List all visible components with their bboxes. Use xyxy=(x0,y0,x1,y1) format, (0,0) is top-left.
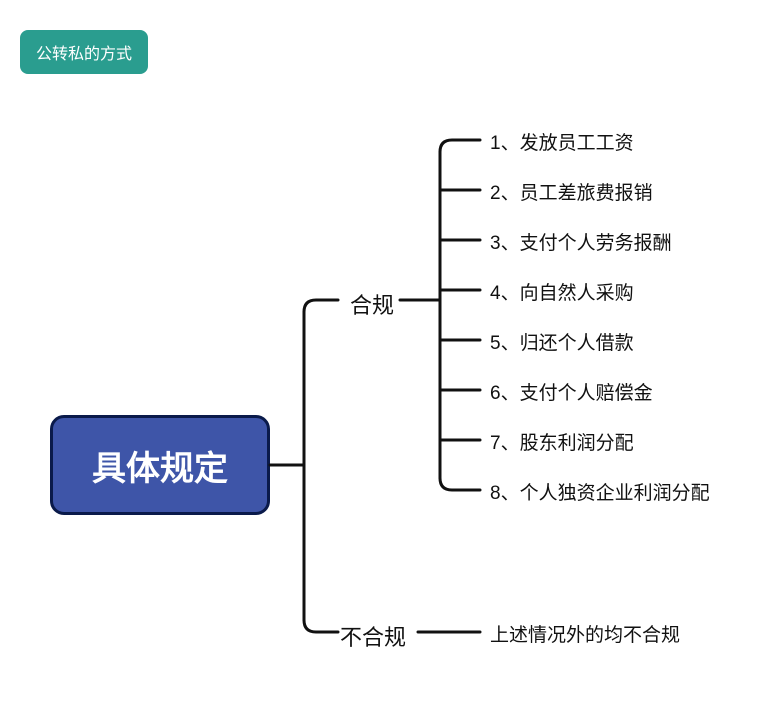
branch-label-noncompliant: 不合规 xyxy=(340,620,406,652)
leaf-item: 1、发放员工工资 xyxy=(490,128,634,155)
leaf-item: 4、向自然人采购 xyxy=(490,278,634,305)
leaf-item: 8、个人独资企业利润分配 xyxy=(490,478,710,505)
connector-layer xyxy=(0,0,776,715)
leaf-item: 上述情况外的均不合规 xyxy=(490,620,680,647)
branch-label-compliant: 合规 xyxy=(350,288,394,320)
leaf-item: 5、归还个人借款 xyxy=(490,328,634,355)
leaf-item: 7、股东利润分配 xyxy=(490,428,634,455)
leaf-item: 3、支付个人劳务报酬 xyxy=(490,228,672,255)
leaf-item: 6、支付个人赔偿金 xyxy=(490,378,653,405)
leaf-item: 2、员工差旅费报销 xyxy=(490,178,653,205)
